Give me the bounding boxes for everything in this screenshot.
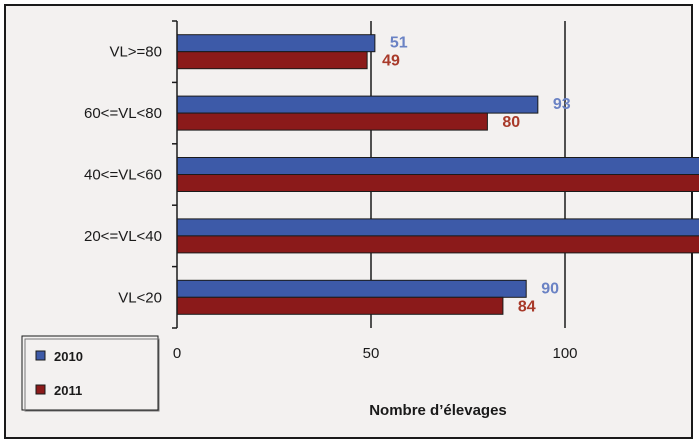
category-label: 20<=VL<40: [84, 228, 162, 245]
legend: 2010 2011: [21, 335, 160, 412]
legend-label-2010: 2010: [54, 349, 83, 364]
bar-2010: [176, 95, 539, 114]
data-labels: 514993801781751991689084: [382, 35, 571, 316]
legend-swatch-2011: [35, 384, 46, 395]
y-axis: [172, 20, 178, 329]
x-tick-labels: 050100150200250: [173, 345, 578, 362]
data-label-2011: 84: [518, 298, 536, 315]
bars: [176, 34, 699, 315]
bar-2011: [176, 112, 488, 131]
bar-2011: [176, 235, 699, 254]
data-label-2010: 93: [553, 96, 571, 113]
bar-2010: [176, 157, 699, 175]
bar-2011: [176, 296, 504, 315]
category-label: VL>=80: [109, 44, 162, 61]
category-labels: VL>=80 60<=VL<80 40<=VL<60 20<=VL<40 VL<20: [84, 44, 162, 307]
bar-2011: [176, 51, 368, 70]
x-tick-label: 0: [173, 345, 181, 362]
category-label: 40<=VL<60: [84, 167, 162, 184]
data-label-2010: 51: [390, 35, 408, 52]
data-label-2011: 49: [382, 53, 400, 70]
bar-2010: [176, 34, 376, 53]
bar-2010: [176, 218, 699, 237]
bar-2010: [176, 279, 527, 298]
data-label-2010: 90: [541, 280, 559, 297]
bar-2011: [176, 174, 699, 192]
category-label: 60<=VL<80: [84, 105, 162, 122]
x-tick-label: 100: [552, 345, 577, 362]
legend-swatch-2010: [35, 350, 46, 361]
legend-label-2011: 2011: [54, 383, 82, 398]
data-label-2011: 80: [502, 114, 520, 131]
x-axis-label: Nombre d’élevages: [369, 402, 507, 419]
category-label: VL<20: [118, 289, 162, 306]
x-tick-label: 50: [363, 345, 380, 362]
